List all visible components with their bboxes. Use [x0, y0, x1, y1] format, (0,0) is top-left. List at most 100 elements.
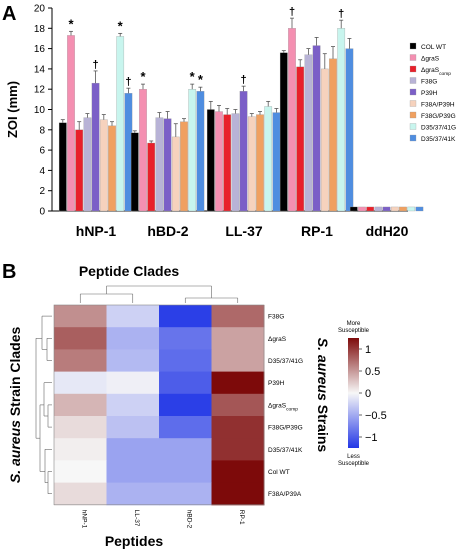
heatmap-cell [159, 327, 212, 350]
legend-swatch [409, 77, 417, 84]
heatmap-cell [54, 460, 107, 484]
heatmap-cell [54, 327, 107, 350]
heatmap-cell [106, 349, 160, 373]
colorbar-bottom-label: Susceptible [338, 461, 370, 467]
heatmap-cell [159, 305, 212, 328]
colorbar-bottom-label: Less [347, 454, 360, 460]
bar [147, 142, 156, 212]
bar [91, 82, 100, 212]
colorbar-tick-label: 0.5 [365, 366, 380, 378]
legend-swatch [409, 88, 417, 96]
significance-mark: † [241, 74, 247, 86]
bar [272, 112, 281, 212]
bar [415, 206, 424, 212]
significance-mark: † [93, 59, 99, 71]
heatmap-cell [54, 482, 107, 506]
x-category-label: LL-37 [225, 223, 263, 239]
heatmap-cell [106, 460, 160, 484]
bar [256, 114, 264, 212]
heatmap-cell [159, 438, 212, 461]
significance-mark: * [198, 72, 204, 87]
heatmap-cell [159, 416, 212, 439]
heatmap-cell [54, 438, 107, 461]
heatmap-xlabel: Peptides [105, 533, 164, 549]
bar [231, 113, 240, 212]
heatmap-cell [106, 482, 160, 506]
heatmap-cell [159, 349, 212, 373]
bar [108, 125, 116, 212]
colorbar-tick-label: 0 [365, 388, 371, 400]
y-tick-label: 16 [34, 44, 46, 55]
row-label: P39H [268, 380, 285, 387]
column-label: LL-37 [133, 510, 140, 527]
bar [163, 118, 172, 212]
significance-mark: † [338, 8, 344, 20]
row-label: ΔgraS [268, 336, 287, 343]
row-label: D35/37/41G [268, 358, 303, 365]
heatmap-cell [211, 371, 265, 395]
y-axis-title: ZOI (mm) [5, 81, 20, 138]
bar [188, 89, 197, 212]
bar [288, 28, 296, 212]
bar [382, 206, 391, 212]
colorbar-top-label: More [347, 321, 361, 327]
heatmap-cell [159, 393, 212, 417]
heatmap-cell [211, 438, 265, 461]
column-dendrogram [79, 285, 239, 303]
bar [358, 206, 366, 212]
colorbar-tick-label: 1 [365, 344, 371, 356]
y-tick-label: 12 [34, 85, 46, 96]
heatmap-cell [106, 305, 160, 328]
heatmap-cell [106, 327, 160, 350]
heatmap-cell [211, 482, 265, 506]
heatmap-cell [211, 327, 265, 350]
panel-a-label: A [2, 3, 16, 25]
row-label: D35/37/41K [268, 447, 303, 454]
legend-label: D35/37/41K [421, 136, 456, 143]
heatmap-cell [106, 371, 160, 395]
heatmap-cell [159, 460, 212, 484]
bar [171, 136, 180, 212]
bar [116, 36, 125, 212]
legend-label: ΔgraScomp [421, 67, 451, 77]
y-tick-label: 0 [39, 207, 45, 218]
legend-label: F38A/P39H [421, 102, 455, 109]
bar [75, 129, 84, 212]
legend-label: ΔgraS [421, 56, 440, 63]
heatmap-cell [211, 393, 265, 417]
heatmap-cell [106, 393, 160, 417]
bar [99, 119, 108, 212]
heatmap-cell [54, 349, 107, 373]
bar [247, 116, 256, 212]
bar [312, 45, 321, 212]
heatmap-cell [211, 349, 265, 373]
bar [337, 28, 346, 212]
legend-swatch [409, 54, 417, 61]
heatmap-ylabel-left: S. aureus Strain Clades [7, 326, 23, 483]
bar [83, 117, 92, 212]
bar [349, 206, 358, 212]
row-label: F38A/P39A [268, 491, 302, 498]
legend-label: F38G [421, 79, 437, 86]
colorbar-tick-label: −0.5 [365, 410, 387, 422]
x-category-label: ddH20 [366, 223, 409, 239]
legend-label: COL WT [421, 44, 446, 51]
bar [206, 109, 215, 212]
legend-swatch [409, 123, 417, 130]
bar [320, 68, 329, 212]
bar [180, 121, 188, 212]
heatmap-cell [106, 438, 160, 461]
heatmap-cell [211, 460, 265, 484]
bar [374, 206, 383, 212]
heatmap-ylabel-right: S. aureus Strains [315, 338, 331, 453]
heatmap-cell [159, 371, 212, 395]
bar [239, 91, 248, 212]
column-label: hBD-2 [185, 510, 192, 529]
legend-swatch [409, 134, 417, 142]
significance-mark: * [118, 18, 124, 33]
x-category-label: RP-1 [301, 223, 333, 239]
y-tick-label: 14 [34, 64, 46, 75]
legend-label: P39H [421, 90, 438, 97]
bar [390, 206, 399, 212]
